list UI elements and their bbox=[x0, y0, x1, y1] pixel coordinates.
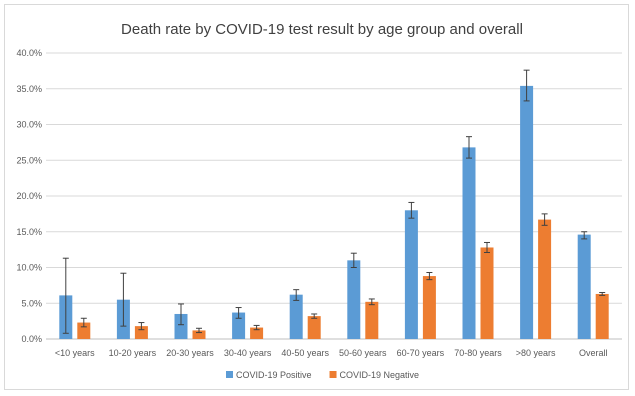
bar bbox=[192, 330, 206, 339]
y-tick-label: 35.0% bbox=[16, 84, 42, 94]
y-axis-ticks: 0.0% 5.0% 10.0% 15.0% 20.0% 25.0% 30.0% 35.0% 40… bbox=[16, 48, 42, 344]
bar bbox=[365, 301, 379, 339]
y-tick-label: 30.0% bbox=[16, 120, 42, 130]
bar bbox=[77, 322, 91, 339]
bar bbox=[480, 247, 494, 339]
y-tick-label: 10.0% bbox=[16, 263, 42, 273]
y-tick-label: 20.0% bbox=[16, 191, 42, 201]
y-tick-label: 0.0% bbox=[21, 334, 42, 344]
bars bbox=[59, 85, 609, 339]
y-tick-label: 25.0% bbox=[16, 155, 42, 165]
legend-label: COVID-19 Positive bbox=[236, 370, 312, 380]
x-axis-ticks: <10 years 10-20 years 20-30 years 30-40 yea… bbox=[55, 348, 608, 358]
legend-swatch bbox=[226, 371, 233, 378]
bar bbox=[232, 312, 246, 339]
x-tick-label: 30-40 years bbox=[224, 348, 272, 358]
bar bbox=[404, 210, 418, 339]
bar bbox=[347, 260, 361, 339]
bar bbox=[250, 327, 264, 339]
gridlines bbox=[46, 52, 622, 340]
x-tick-label: >80 years bbox=[516, 348, 556, 358]
bar bbox=[462, 147, 476, 339]
bar bbox=[307, 316, 321, 339]
y-tick-label: 15.0% bbox=[16, 227, 42, 237]
bar bbox=[134, 326, 148, 339]
x-tick-label: 40-50 years bbox=[281, 348, 329, 358]
bar bbox=[595, 293, 609, 339]
bar bbox=[577, 234, 591, 339]
bar bbox=[174, 313, 188, 339]
x-tick-label: 60-70 years bbox=[397, 348, 445, 358]
x-tick-label: 50-60 years bbox=[339, 348, 387, 358]
bar bbox=[422, 276, 436, 339]
x-tick-label: 20-30 years bbox=[166, 348, 214, 358]
x-tick-label: Overall bbox=[579, 348, 608, 358]
x-tick-label: 10-20 years bbox=[109, 348, 157, 358]
bar bbox=[538, 219, 552, 339]
y-tick-label: 40.0% bbox=[16, 48, 42, 58]
bar bbox=[289, 294, 303, 339]
bar bbox=[520, 85, 534, 339]
legend-label: COVID-19 Negative bbox=[340, 370, 420, 380]
chart-title: Death rate by COVID-19 test result by ag… bbox=[121, 21, 523, 38]
legend: COVID-19 Positive COVID-19 Negative bbox=[226, 370, 419, 380]
x-tick-label: <10 years bbox=[55, 348, 95, 358]
legend-swatch bbox=[329, 371, 337, 378]
x-tick-label: 70-80 years bbox=[454, 348, 502, 358]
y-tick-label: 5.0% bbox=[21, 298, 42, 308]
error-bars bbox=[62, 69, 606, 334]
